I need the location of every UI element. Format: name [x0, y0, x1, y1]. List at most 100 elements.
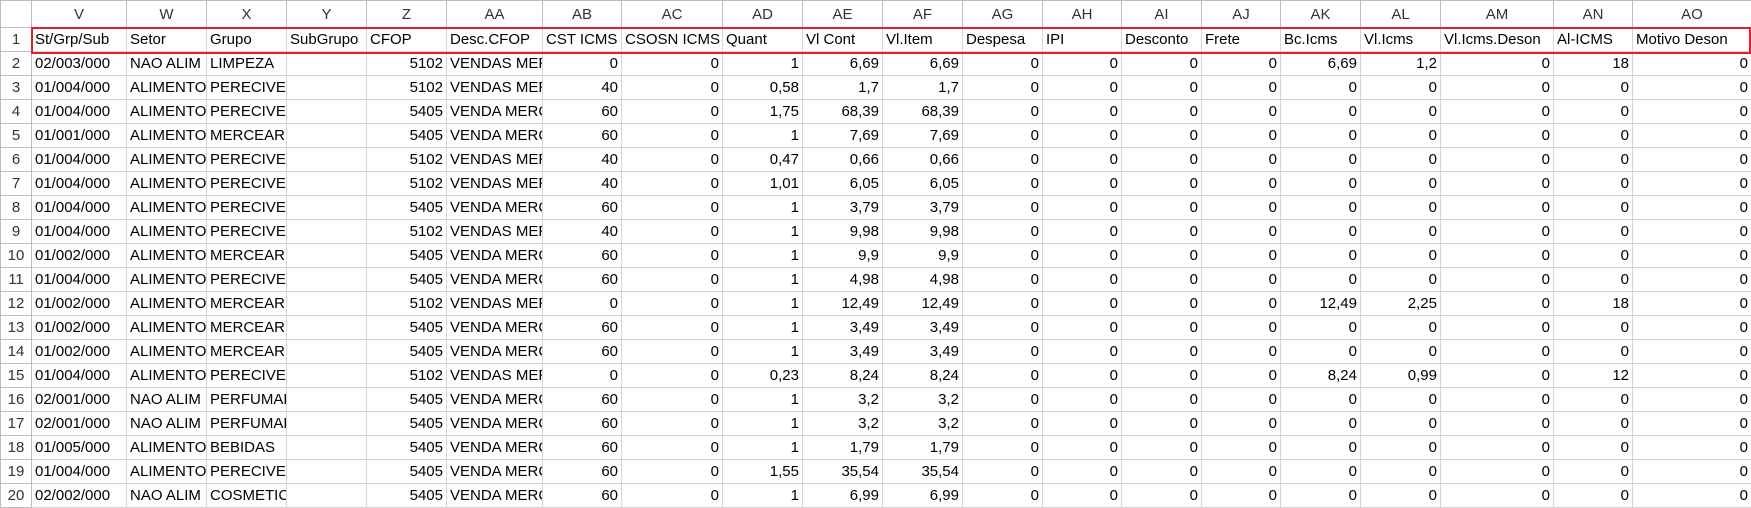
cell[interactable]: 0 [622, 316, 723, 340]
cell[interactable]: 0 [1361, 340, 1441, 364]
cell[interactable]: 0 [1122, 412, 1202, 436]
cell[interactable]: 0 [1043, 436, 1122, 460]
cell[interactable]: 3,79 [803, 196, 883, 220]
cell[interactable]: 5405 [367, 316, 447, 340]
cell[interactable]: 0 [1361, 268, 1441, 292]
cell[interactable]: 5405 [367, 268, 447, 292]
cell[interactable]: ALIMENTO [127, 148, 207, 172]
cell[interactable]: 0,99 [1361, 364, 1441, 388]
cell[interactable]: 0 [1441, 244, 1554, 268]
cell[interactable]: 1 [723, 220, 803, 244]
cell[interactable]: 0 [1554, 484, 1633, 508]
cell[interactable]: 0 [543, 364, 622, 388]
cell[interactable]: 6,05 [803, 172, 883, 196]
cell[interactable]: 68,39 [883, 100, 963, 124]
cell[interactable]: 40 [543, 220, 622, 244]
cell[interactable]: 0 [1043, 316, 1122, 340]
cell[interactable]: 0 [1202, 52, 1281, 76]
cell[interactable]: 0 [963, 412, 1043, 436]
cell[interactable]: 0 [622, 76, 723, 100]
cell[interactable]: 0 [1361, 196, 1441, 220]
cell[interactable]: 0 [1441, 436, 1554, 460]
cell[interactable]: 0 [1554, 340, 1633, 364]
cell[interactable]: 0 [1202, 172, 1281, 196]
cell[interactable]: 9,9 [883, 244, 963, 268]
cell[interactable]: 0 [1122, 244, 1202, 268]
cell[interactable]: 0 [1202, 196, 1281, 220]
cell[interactable]: 1,55 [723, 460, 803, 484]
cell[interactable]: 60 [543, 196, 622, 220]
cell[interactable]: 0 [622, 436, 723, 460]
cell[interactable]: ALIMENTO [127, 292, 207, 316]
cell[interactable]: ALIMENTO [127, 196, 207, 220]
header-cell[interactable]: Desc.CFOP [447, 28, 543, 52]
cell[interactable]: 0 [1633, 268, 1751, 292]
cell[interactable]: 7,69 [803, 124, 883, 148]
cell[interactable]: 0 [1441, 412, 1554, 436]
cell[interactable]: 0 [1554, 388, 1633, 412]
row-number[interactable]: 17 [1, 412, 32, 436]
cell[interactable]: 0 [1122, 268, 1202, 292]
cell[interactable]: 0 [963, 148, 1043, 172]
cell[interactable]: 5405 [367, 100, 447, 124]
cell[interactable]: 01/004/000 [32, 460, 127, 484]
cell[interactable]: 01/004/000 [32, 100, 127, 124]
cell[interactable]: 0 [622, 388, 723, 412]
cell[interactable]: 0 [1633, 196, 1751, 220]
cell[interactable]: 9,9 [803, 244, 883, 268]
cell[interactable]: 0 [1633, 316, 1751, 340]
cell[interactable]: 0 [963, 220, 1043, 244]
cell[interactable]: VENDAS MER [447, 220, 543, 244]
cell[interactable]: BEBIDAS [207, 436, 287, 460]
cell[interactable]: 6,69 [883, 52, 963, 76]
cell[interactable]: 0 [963, 316, 1043, 340]
cell[interactable]: 1 [723, 388, 803, 412]
corner[interactable] [1, 1, 32, 28]
cell[interactable]: 8,24 [883, 364, 963, 388]
cell[interactable]: 0 [622, 172, 723, 196]
row-number[interactable]: 5 [1, 124, 32, 148]
cell[interactable]: 5405 [367, 340, 447, 364]
cell[interactable]: VENDAS MER [447, 172, 543, 196]
column-letter[interactable]: AH [1043, 1, 1122, 28]
cell[interactable]: 0 [622, 124, 723, 148]
cell[interactable]: PERECIVEI [207, 460, 287, 484]
cell[interactable]: 0 [1281, 124, 1361, 148]
header-cell[interactable]: CFOP [367, 28, 447, 52]
cell[interactable]: VENDA MERC [447, 340, 543, 364]
header-cell[interactable]: Setor [127, 28, 207, 52]
cell[interactable]: 0 [1361, 460, 1441, 484]
cell[interactable]: 0 [1043, 76, 1122, 100]
column-letter[interactable]: X [207, 1, 287, 28]
cell[interactable]: 0 [1202, 340, 1281, 364]
cell[interactable]: 0 [963, 460, 1043, 484]
cell[interactable]: 0 [1554, 220, 1633, 244]
cell[interactable]: 5102 [367, 172, 447, 196]
column-letter[interactable]: AA [447, 1, 543, 28]
cell[interactable]: NAO ALIM [127, 484, 207, 508]
cell[interactable]: 3,49 [803, 340, 883, 364]
cell[interactable]: 0 [1633, 124, 1751, 148]
cell[interactable]: 0 [1633, 340, 1751, 364]
cell[interactable]: 0 [1122, 364, 1202, 388]
cell[interactable]: 1 [723, 268, 803, 292]
cell[interactable] [287, 460, 367, 484]
cell[interactable]: 0 [1633, 292, 1751, 316]
cell[interactable]: 0 [1361, 220, 1441, 244]
cell[interactable]: VENDAS MER [447, 364, 543, 388]
cell[interactable]: 35,54 [883, 460, 963, 484]
cell[interactable]: 3,2 [803, 412, 883, 436]
cell[interactable]: 60 [543, 268, 622, 292]
header-cell[interactable]: St/Grp/Sub [32, 28, 127, 52]
cell[interactable]: 1 [723, 292, 803, 316]
header-cell[interactable]: Desconto [1122, 28, 1202, 52]
cell[interactable]: VENDAS MER [447, 76, 543, 100]
cell[interactable]: 02/002/000 [32, 484, 127, 508]
cell[interactable] [287, 52, 367, 76]
cell[interactable] [287, 316, 367, 340]
cell[interactable]: ALIMENTO [127, 124, 207, 148]
cell[interactable]: 0 [1202, 388, 1281, 412]
cell[interactable]: 0 [1633, 412, 1751, 436]
cell[interactable]: 1 [723, 340, 803, 364]
column-letter[interactable]: AE [803, 1, 883, 28]
